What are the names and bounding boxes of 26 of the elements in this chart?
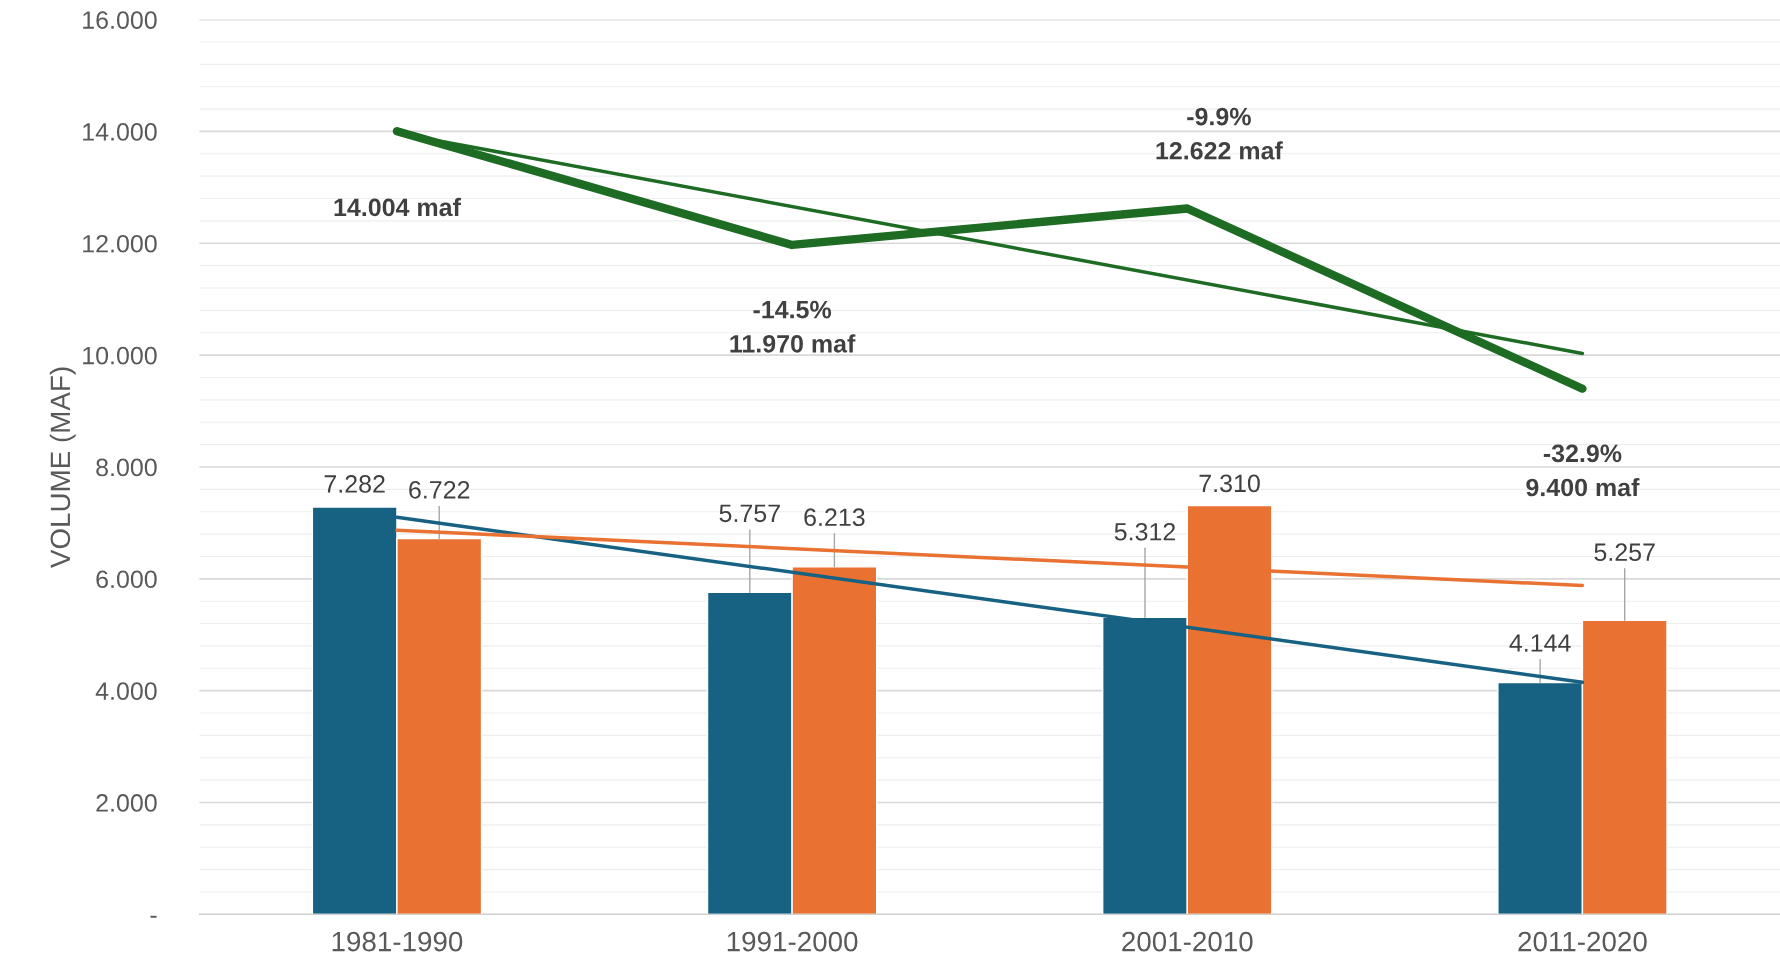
data-label: -32.9% 9.400 maf: [1526, 444, 1640, 497]
data-label: -9.9% 12.622 maf: [1156, 107, 1283, 160]
y-tick-label: 10.000: [83, 346, 157, 365]
data-label: 5.757: [719, 504, 780, 523]
y-tick-label: 8.000: [96, 458, 157, 477]
y-tick-label: -: [150, 915, 157, 918]
y-tick-label: 12.000: [83, 234, 157, 253]
data-label: 5.257: [1594, 543, 1655, 562]
data-label: 6.213: [804, 508, 865, 527]
data-label: 7.282: [324, 475, 385, 493]
data-label: 7.310: [1199, 474, 1260, 493]
x-tick-label: 2011-2020: [1518, 931, 1647, 952]
x-tick-label: 2001-2010: [1122, 931, 1253, 952]
data-label: 14.004 maf: [334, 197, 461, 217]
y-tick-label: 14.000: [83, 123, 157, 141]
data-label: 6.722: [409, 480, 470, 499]
y-tick-label: 16.000: [83, 11, 157, 29]
data-label: 4.144: [1509, 634, 1571, 652]
x-tick-label: 1991-2000: [727, 931, 858, 952]
data-label: 5.312: [1114, 522, 1176, 541]
x-tick-label: 1981-1990: [332, 931, 463, 952]
y-tick-label: 4.000: [95, 682, 157, 700]
y-tick-label: 6.000: [96, 570, 157, 589]
y-axis-title: VOLUME (MAF): [49, 367, 76, 568]
y-tick-label: 2.000: [96, 794, 157, 812]
data-label: -14.5% 11.970 maf: [730, 300, 856, 353]
